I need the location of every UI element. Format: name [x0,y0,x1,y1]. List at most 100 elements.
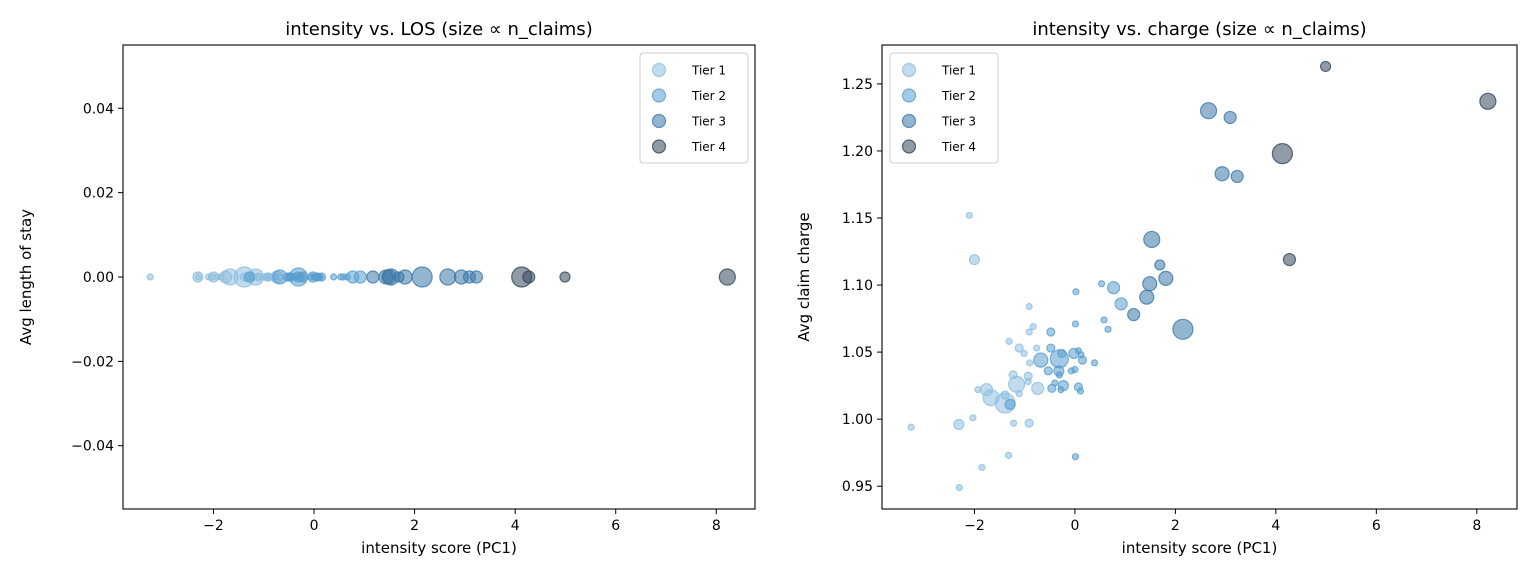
data-point-tier-2 [1051,379,1059,387]
y-tick-label: 0.04 [83,101,114,117]
x-axis-label: intensity score (PC1) [361,539,517,557]
data-point-tier-1 [146,273,154,281]
y-tick-label: 1.00 [842,412,873,428]
data-point-tier-2 [296,273,304,281]
x-tick-label: −2 [964,518,985,534]
data-points [907,60,1497,492]
data-point-tier-3 [366,270,380,284]
data-point-tier-1 [968,253,981,266]
data-point-tier-3 [1172,318,1194,340]
data-point-tier-3 [1139,289,1155,305]
legend-marker-tier-4 [651,139,667,154]
data-point-tier-2 [353,270,367,284]
y-tick-label: 1.15 [842,211,873,227]
data-point-tier-2 [1100,316,1108,324]
axes-frame [881,44,1518,510]
data-point-tier-2 [1076,387,1085,395]
data-point-tier-2 [310,273,319,281]
x-axis-label: intensity score (PC1) [1122,539,1278,557]
data-point-tier-4 [1271,143,1293,165]
y-tick-label: 1.20 [842,144,873,160]
data-point-tier-1 [965,211,974,219]
legend: Tier 1 Tier 2 Tier 3 Tier 4 [889,52,999,164]
x-tick-label: 0 [310,518,319,534]
data-point-tier-2 [330,273,338,281]
chart-2: −2 0 2 4 6 8 0.95 1.00 1.05 1.10 1.15 1.20 1.25 inten… [795,19,1518,557]
data-point-tier-4 [1282,252,1297,267]
data-point-tier-1 [1024,418,1034,428]
legend-label: Tier 2 [691,89,726,103]
x-tick-label: 8 [712,518,721,534]
data-point-tier-2 [1071,453,1080,461]
data-point-tier-2 [1033,352,1049,368]
legend-marker-tier-3 [651,113,667,129]
data-point-tier-1 [1031,381,1045,395]
x-tick-label: 6 [1372,518,1381,534]
legend-label: Tier 1 [941,64,976,78]
legend-label: Tier 3 [941,115,976,129]
chart-title: intensity vs. LOS (size ∝ n_claims) [285,19,592,40]
data-point-tier-2 [1071,320,1080,328]
y-axis-label: Avg length of stay [17,209,35,345]
data-point-tier-3 [411,266,433,288]
data-point-tier-3 [439,268,457,286]
legend-marker-tier-4 [901,139,917,154]
y-axis-label: Avg claim charge [795,212,813,341]
legend-label: Tier 4 [691,140,726,154]
data-point-tier-2 [1046,343,1056,353]
legend-marker-tier-1 [901,62,917,78]
data-point-tier-1 [265,273,273,281]
legend-marker-tier-2 [901,88,917,103]
data-point-tier-3 [1158,270,1174,286]
data-point-tier-1 [953,418,965,431]
data-point-tier-1 [1033,344,1041,352]
x-tick-label: 2 [410,518,419,534]
data-point-tier-1 [978,463,986,472]
data-point-tier-1 [955,483,963,492]
x-tick-label: 0 [1070,518,1079,534]
y-tick-label: 1.10 [842,278,873,294]
data-point-tier-3 [1142,276,1158,292]
data-point-tier-1 [1000,390,1010,400]
data-point-tier-1 [1024,378,1032,386]
legend-label: Tier 3 [691,115,726,129]
y-tick-label: −0.02 [71,354,114,370]
data-point-tier-1 [1010,419,1018,427]
data-point-tier-2 [1004,398,1016,410]
x-tick-label: 6 [611,518,620,534]
data-point-tier-1 [194,273,203,281]
data-point-tier-3 [397,269,413,285]
chart-title: intensity vs. charge (size ∝ n_claims) [1032,19,1366,40]
data-point-tier-2 [1114,297,1128,311]
data-point-tier-4 [718,268,736,286]
y-tick-label: 1.05 [842,345,873,361]
chart-1: −2 0 2 4 6 8 −0.04 −0.02 0.00 0.02 0.04 intensity v… [17,19,756,557]
data-point-tier-1 [1025,302,1033,311]
data-point-tier-4 [1319,60,1332,73]
data-point-tier-3 [1214,166,1230,182]
data-point-tier-3 [453,269,469,285]
data-point-tier-1 [1026,359,1034,367]
y-tick-label: 0.00 [83,270,114,286]
y-tick-label: −0.04 [71,439,114,455]
legend-marker-tier-1 [651,62,667,78]
x-tick-label: 8 [1472,518,1481,534]
data-point-tier-2 [1057,386,1065,394]
data-point-tier-2 [1077,355,1088,365]
data-point-tier-1 [207,271,220,283]
data-point-tier-2 [1046,327,1056,337]
data-point-tier-3 [1127,307,1141,322]
data-point-tier-4 [559,271,571,283]
data-point-tier-2 [1057,348,1067,359]
data-point-tier-2 [1097,280,1106,288]
data-point-tier-1 [969,414,977,422]
data-point-tier-1 [1005,337,1013,345]
data-point-tier-2 [1104,325,1112,333]
data-point-tier-2 [1106,281,1121,295]
data-point-tier-1 [1008,370,1018,380]
data-point-tier-1 [907,423,915,431]
data-point-tier-2 [243,271,255,283]
data-point-tier-3 [1230,169,1244,184]
data-point-tier-2 [343,273,351,281]
